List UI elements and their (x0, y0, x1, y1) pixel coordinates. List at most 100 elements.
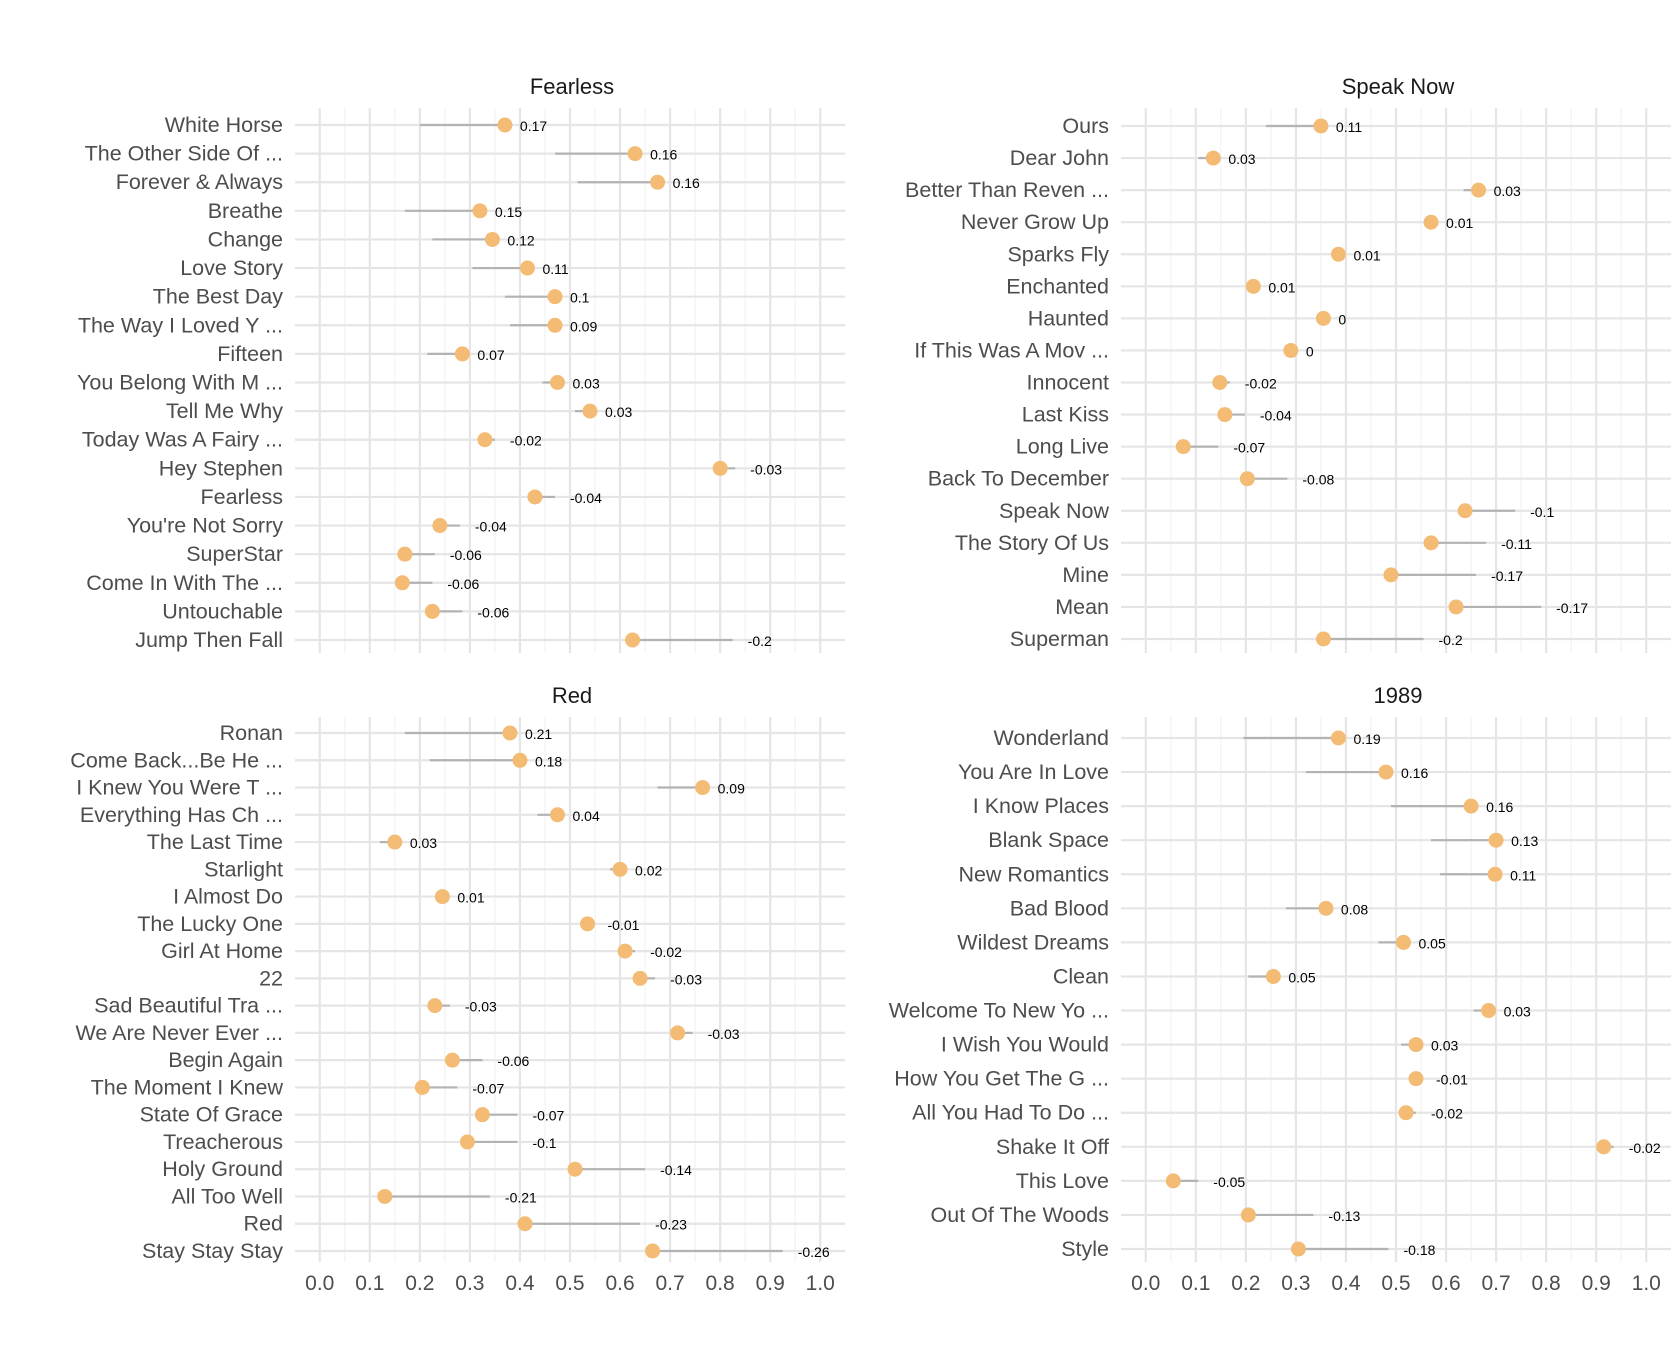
delta-label: 0.01 (1268, 279, 1295, 295)
value-point (712, 460, 728, 476)
value-point (424, 603, 440, 619)
delta-label: -0.2 (748, 633, 772, 649)
song-label: Sparks Fly (1007, 242, 1109, 266)
value-point (497, 117, 513, 133)
delta-label: -0.06 (447, 576, 479, 592)
song-label: I Wish You Would (941, 1033, 1109, 1057)
song-label: Welcome To New Yo ... (889, 999, 1109, 1023)
x-tick-label: 0.4 (1331, 1272, 1361, 1295)
delta-label: -0.04 (475, 519, 507, 535)
song-row-the-lucky-one: The Lucky One -0.01 (137, 912, 639, 936)
song-label: Treacherous (163, 1130, 283, 1154)
value-point (1330, 246, 1346, 262)
x-tick-label: 0.2 (405, 1272, 434, 1295)
delta-label: -0.04 (570, 490, 602, 506)
value-point (472, 203, 488, 219)
value-point (459, 1134, 475, 1150)
song-label: Begin Again (168, 1048, 283, 1072)
delta-label: -0.06 (450, 547, 482, 563)
song-row-22: 22 -0.03 (259, 966, 702, 990)
song-row-girl-at-home: Girl At Home -0.02 (161, 939, 682, 963)
song-row-forever-always: Forever & Always 0.16 (116, 170, 700, 194)
x-axis-red: 0.0 0.1 0.2 0.3 0.4 0.5 0.6 0.7 0.8 0.9 1.0 (305, 1272, 835, 1295)
song-label: Style (1061, 1237, 1109, 1261)
delta-label: 0.16 (1486, 799, 1513, 815)
delta-label: 0.11 (1510, 867, 1536, 883)
value-point (1290, 1241, 1306, 1257)
song-label: Superman (1010, 627, 1109, 651)
song-label: Holy Ground (162, 1157, 283, 1181)
value-point (612, 861, 628, 877)
song-row-white-horse: White Horse 0.17 (165, 113, 548, 137)
delta-label: 0.18 (535, 753, 562, 769)
value-point (387, 834, 403, 850)
delta-label: 0.1 (570, 290, 590, 306)
delta-label: -0.17 (1556, 600, 1588, 616)
delta-label: 0.03 (605, 404, 632, 420)
song-label: Stay Stay Stay (142, 1239, 283, 1263)
song-label: All Too Well (171, 1184, 283, 1208)
value-point (1463, 798, 1479, 814)
song-label: Bad Blood (1010, 896, 1109, 920)
song-row-red: Red -0.23 (244, 1212, 688, 1236)
delta-label: 0.09 (570, 318, 597, 334)
value-point (695, 780, 711, 796)
song-row-mean: Mean -0.17 (1055, 595, 1588, 619)
song-row-fifteen: Fifteen 0.07 (217, 342, 505, 366)
song-label: 22 (259, 966, 283, 990)
value-point (1330, 730, 1346, 746)
value-point (670, 1025, 686, 1041)
value-point (580, 916, 596, 932)
song-label: State Of Grace (140, 1103, 283, 1127)
song-label: Girl At Home (161, 939, 283, 963)
song-label: New Romantics (958, 862, 1109, 886)
song-label: You Are In Love (958, 760, 1109, 784)
panel-title-speak-now: Speak Now (1342, 74, 1455, 99)
song-label: Everything Has Ch ... (80, 803, 283, 827)
song-label: Tell Me Why (166, 399, 283, 423)
song-label: We Are Never Ever ... (75, 1021, 283, 1045)
song-label: Innocent (1027, 371, 1110, 395)
song-label: The Best Day (153, 285, 283, 309)
x-tick-label: 0.1 (1181, 1272, 1210, 1295)
panel-fearless: Fearless White Horse 0.17 The Other Side O… (77, 74, 845, 653)
delta-label: 0.08 (1341, 901, 1368, 917)
song-label: Come Back...Be He ... (70, 748, 283, 772)
song-row-all-too-well: All Too Well -0.21 (171, 1184, 537, 1208)
song-label: I Know Places (973, 794, 1109, 818)
song-row-i-knew-you-were-t: I Knew You Were T ... 0.09 (76, 776, 745, 800)
delta-label: -0.14 (660, 1162, 692, 1178)
song-row-treacherous: Treacherous -0.1 (163, 1130, 557, 1154)
song-row-the-moment-i-knew: The Moment I Knew -0.07 (91, 1075, 505, 1099)
value-point (1313, 118, 1329, 134)
song-row-tell-me-why: Tell Me Why 0.03 (166, 399, 633, 423)
x-tick-label: 1.0 (806, 1272, 835, 1295)
value-point (1383, 567, 1399, 583)
delta-label: -0.1 (532, 1135, 556, 1151)
song-label: Fearless (201, 485, 283, 509)
delta-label: -0.07 (532, 1108, 564, 1124)
delta-label: -0.07 (1233, 440, 1265, 456)
song-row-wonderland: Wonderland 0.19 (993, 726, 1380, 750)
delta-label: 0.13 (1511, 833, 1538, 849)
value-point (627, 146, 643, 162)
song-label: Sad Beautiful Tra ... (94, 994, 283, 1018)
value-point (1408, 1037, 1424, 1053)
song-label: Today Was A Fairy ... (82, 428, 283, 452)
song-row-this-love: This Love -0.05 (1016, 1169, 1246, 1193)
song-row-new-romantics: New Romantics 0.11 (958, 862, 1536, 886)
x-tick-label: 0.9 (756, 1272, 785, 1295)
song-row-come-back-be-he: Come Back...Be He ... 0.18 (70, 748, 562, 772)
delta-label: -0.03 (708, 1026, 740, 1042)
delta-label: 0.09 (718, 781, 745, 797)
song-label: Enchanted (1006, 274, 1109, 298)
value-point (434, 889, 450, 905)
x-tick-label: 0.3 (455, 1272, 484, 1295)
x-tick-label: 0.6 (605, 1272, 634, 1295)
value-point (414, 1079, 430, 1095)
x-tick-label: 0.7 (655, 1272, 684, 1295)
song-label: Last Kiss (1022, 403, 1109, 427)
song-label: Fifteen (217, 342, 283, 366)
